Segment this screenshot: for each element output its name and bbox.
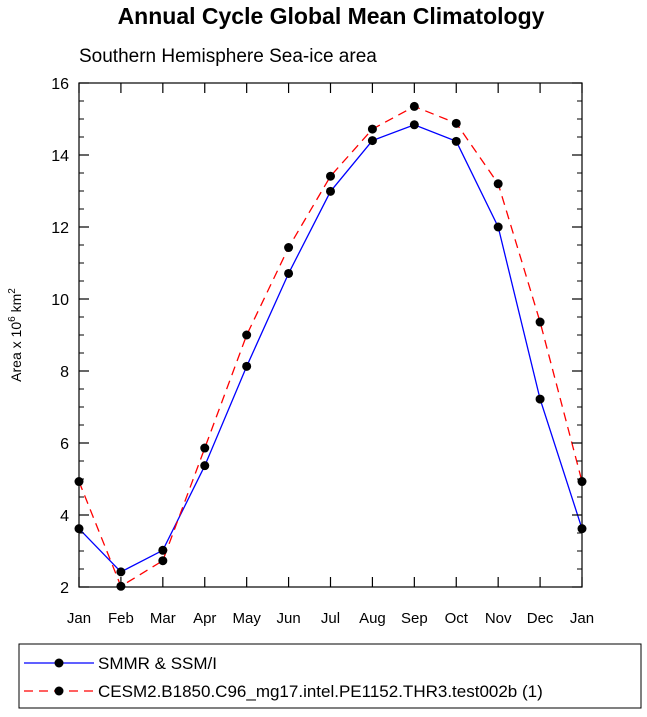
x-tick-label: Jul xyxy=(321,610,340,627)
y-axis-label-mid: km xyxy=(8,294,24,317)
y-tick-label: 16 xyxy=(51,76,69,93)
data-point xyxy=(451,136,461,146)
x-tick-label: Jan xyxy=(67,610,91,627)
x-tick-label: Jun xyxy=(276,610,300,627)
x-tick-label: Sep xyxy=(401,610,428,627)
data-point xyxy=(242,330,252,340)
data-point xyxy=(116,567,126,577)
chart-title: Annual Cycle Global Mean Climatology xyxy=(118,3,545,29)
data-point xyxy=(326,186,335,196)
legend-box xyxy=(18,643,642,709)
y-tick-label: 8 xyxy=(60,364,69,381)
data-point xyxy=(409,101,419,111)
data-point xyxy=(493,179,503,189)
legend-entry: SMMR & SSM/I xyxy=(24,654,217,673)
x-tick-label: Jan xyxy=(570,610,594,627)
data-point xyxy=(242,361,252,371)
legend-entry: CESM2.B1850.C96_mg17.intel.PE1152.THR3.t… xyxy=(24,682,543,701)
data-point xyxy=(158,545,168,555)
x-tick-label: Dec xyxy=(527,610,554,627)
x-tick-label: Apr xyxy=(193,610,216,627)
x-tick-label: Nov xyxy=(485,610,512,627)
y-axis-label: Area x 106 km2 xyxy=(7,288,24,382)
data-point xyxy=(535,394,545,404)
y-axis-label-exp2: 2 xyxy=(7,288,18,294)
legend-label: CESM2.B1850.C96_mg17.intel.PE1152.THR3.t… xyxy=(98,682,543,701)
data-point xyxy=(451,118,461,128)
chart-subtitle: Southern Hemisphere Sea-ice area xyxy=(79,46,377,67)
y-tick-label: 12 xyxy=(51,220,69,237)
plot-frame xyxy=(78,82,583,588)
x-tick-label: May xyxy=(232,610,261,627)
data-point xyxy=(158,556,168,566)
legend: SMMR & SSM/I CESM2.B1850.C96_mg17.intel.… xyxy=(18,643,642,709)
y-tick-label: 14 xyxy=(51,148,69,165)
legend-marker xyxy=(54,658,64,668)
data-point xyxy=(200,461,210,471)
legend-marker xyxy=(54,686,64,696)
x-tick-label: Mar xyxy=(150,610,176,627)
y-axis-label-prefix: Area x 10 xyxy=(8,322,24,382)
y-tick-label: 4 xyxy=(60,508,69,525)
data-point xyxy=(535,317,545,327)
x-tick-label: Oct xyxy=(445,610,469,627)
data-point xyxy=(284,268,294,278)
data-point xyxy=(367,124,377,134)
x-tick-label: Feb xyxy=(108,610,134,627)
data-point xyxy=(326,171,335,181)
y-tick-label: 2 xyxy=(60,580,69,597)
legend-label: SMMR & SSM/I xyxy=(98,654,217,673)
y-tick-label: 10 xyxy=(51,292,69,309)
y-tick-label: 6 xyxy=(60,436,69,453)
plot-area: 2 4 6 8 10 12 14 16 Jan Feb Mar Apr May Jun Jul Aug Sep O… xyxy=(51,76,594,627)
data-point xyxy=(367,136,377,146)
data-point xyxy=(493,222,503,232)
data-point xyxy=(284,243,294,253)
x-tick-label: Aug xyxy=(359,610,386,627)
data-point xyxy=(200,443,210,453)
y-axis-label-exp1: 6 xyxy=(7,316,18,322)
data-point xyxy=(409,120,419,130)
